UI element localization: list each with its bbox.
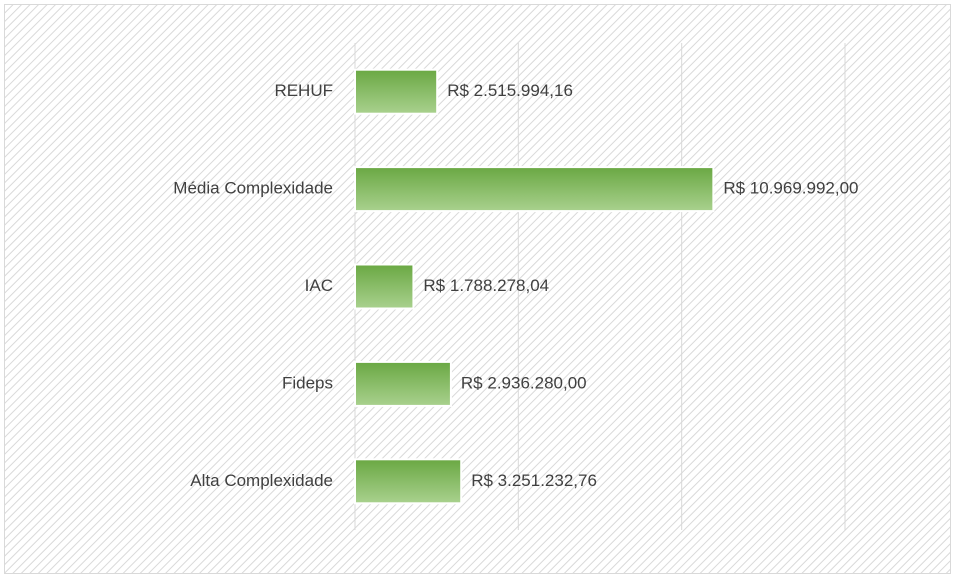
data-label: R$ 2.936.280,00 xyxy=(461,373,587,392)
y-tick-label: REHUF xyxy=(274,81,333,100)
bar xyxy=(354,360,452,407)
y-tick-label: Alta Complexidade xyxy=(190,471,333,490)
data-label: R$ 1.788.278,04 xyxy=(423,276,549,295)
data-label: R$ 3.251.232,76 xyxy=(471,471,597,490)
bar xyxy=(354,166,715,213)
y-tick-label: IAC xyxy=(305,276,333,295)
y-tick-label: Fideps xyxy=(282,373,333,392)
chart-background xyxy=(4,4,951,574)
bar xyxy=(354,68,439,115)
bar xyxy=(354,263,415,310)
bar xyxy=(354,458,463,505)
data-label: R$ 2.515.994,16 xyxy=(447,81,573,100)
y-tick-label: Média Complexidade xyxy=(173,179,333,198)
data-label: R$ 10.969.992,00 xyxy=(723,179,858,198)
